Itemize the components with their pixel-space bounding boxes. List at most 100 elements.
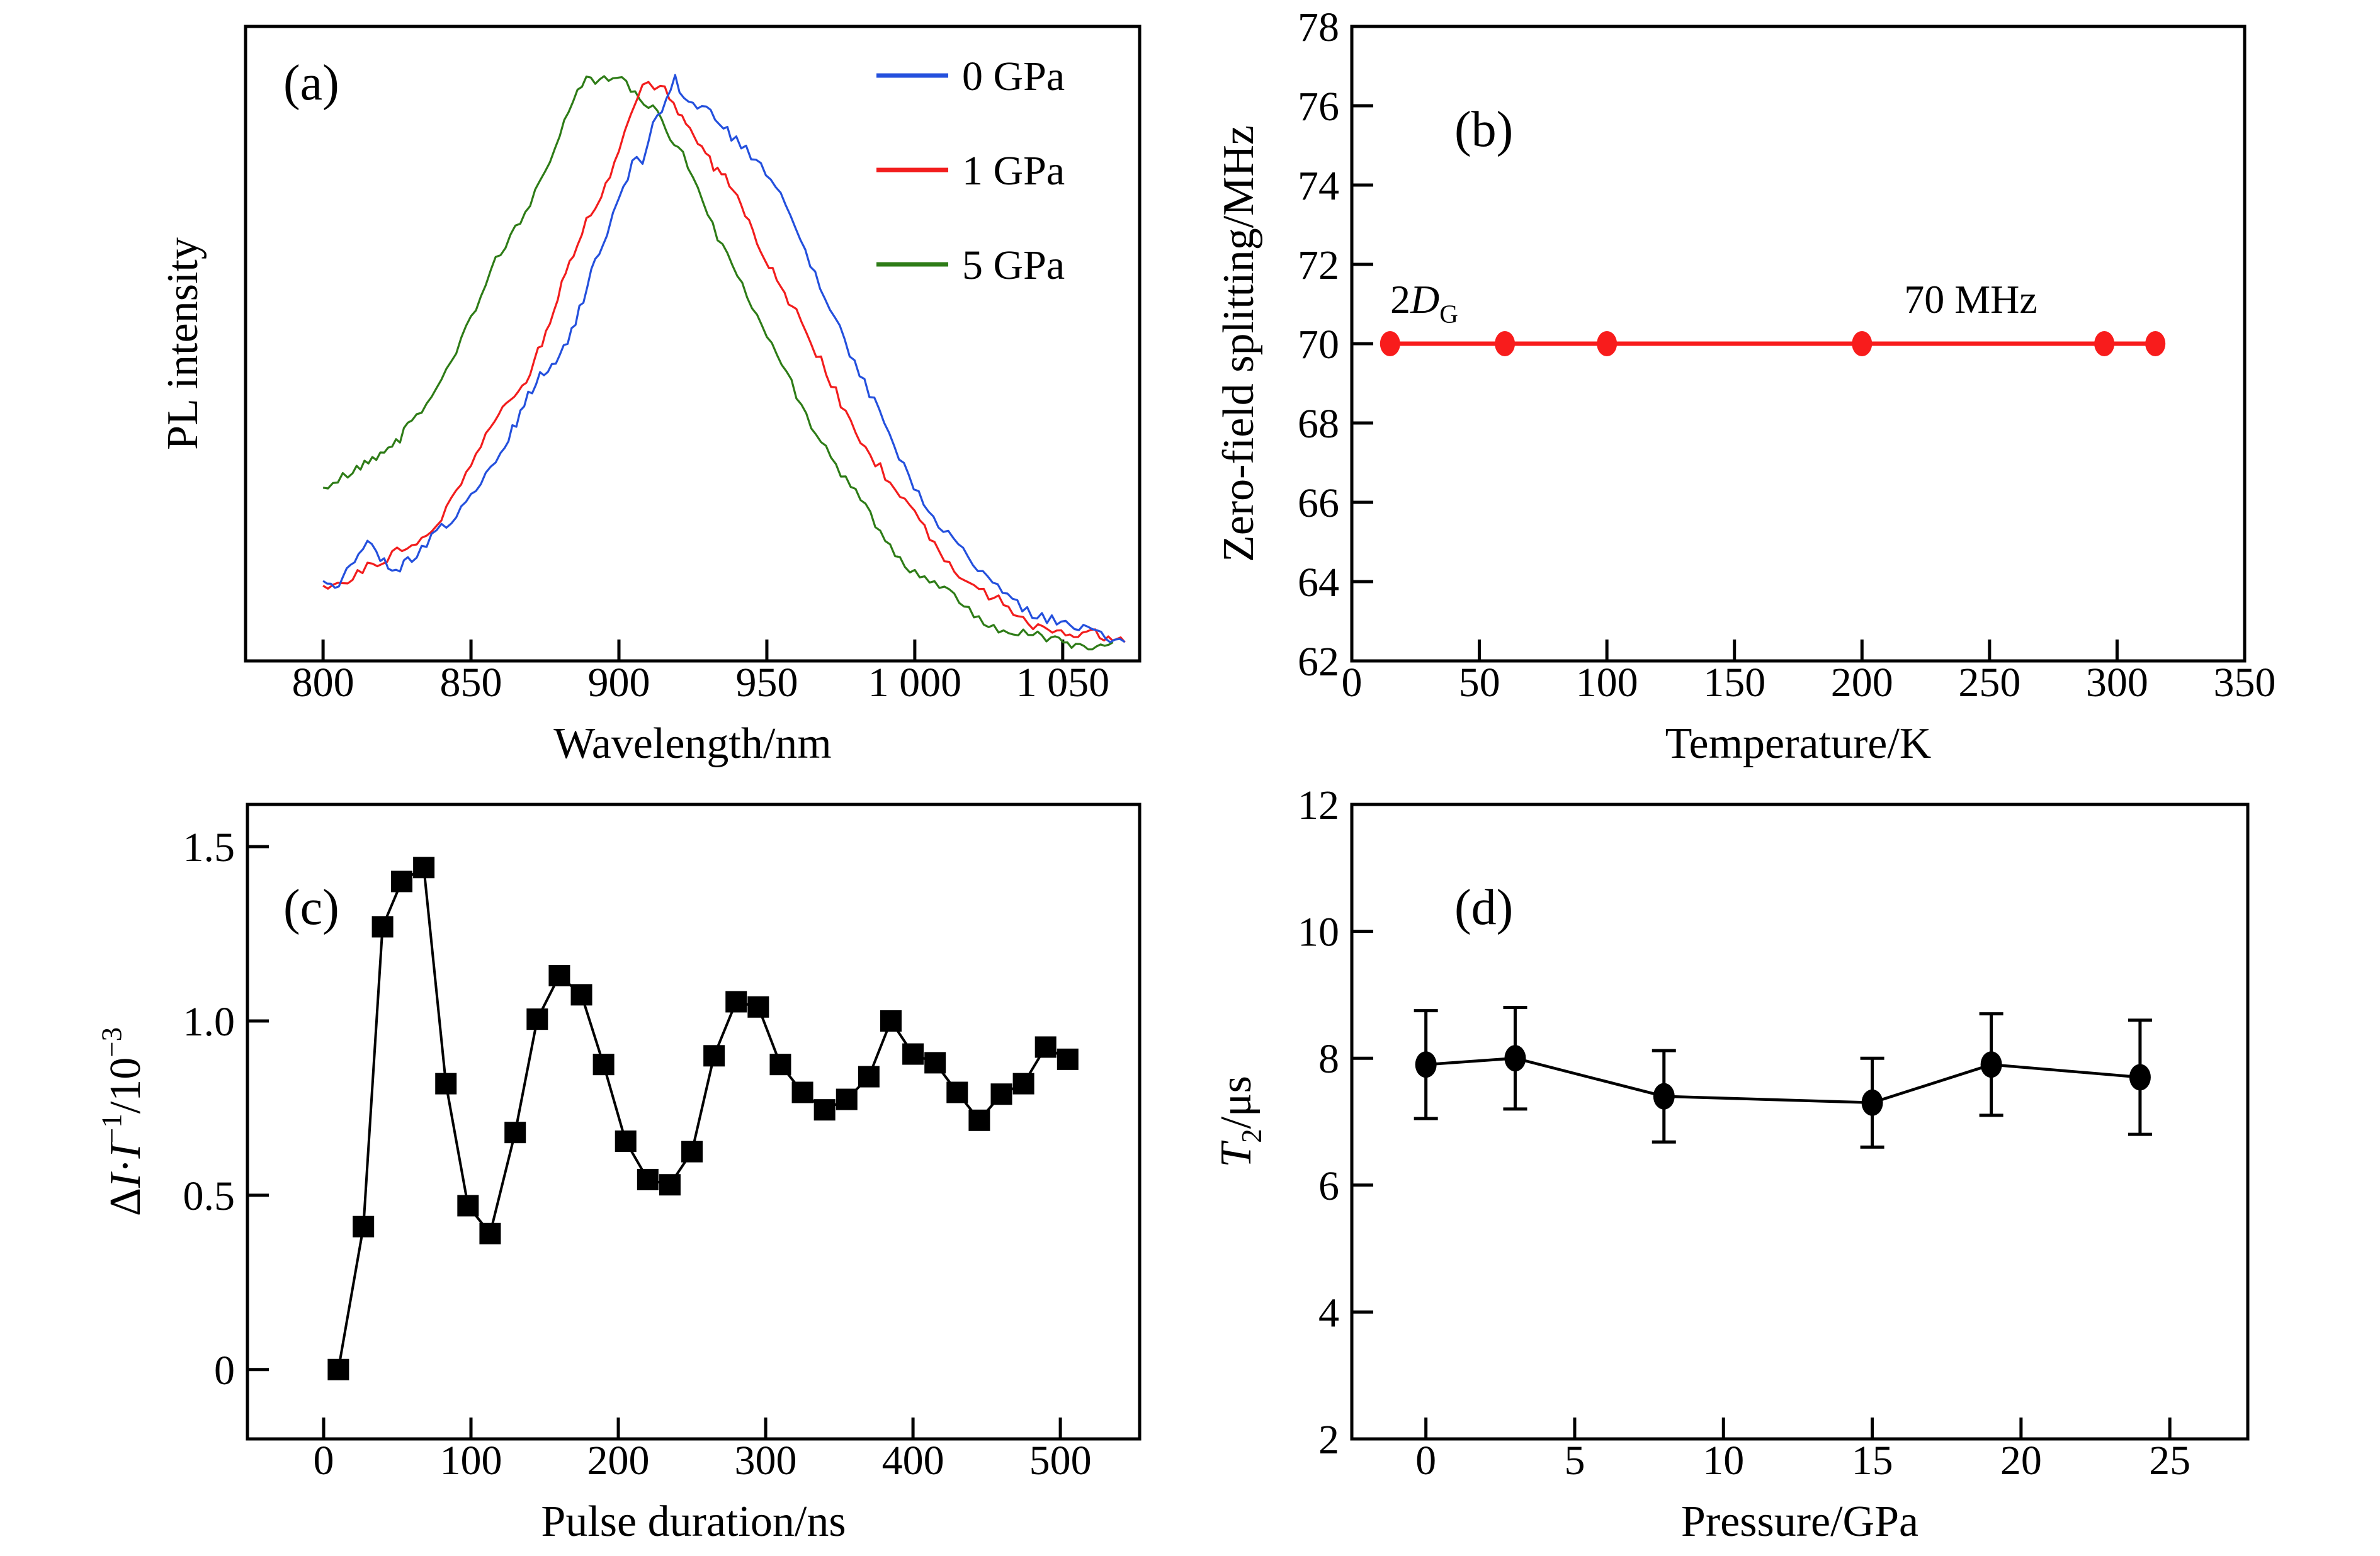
data-point: [990, 1083, 1012, 1105]
y-axis-title: T2/μs: [1212, 1076, 1267, 1168]
data-point: [2094, 331, 2115, 356]
x-tick-label: 25: [2149, 1438, 2190, 1484]
x-tick-label: 200: [1831, 660, 1893, 706]
y-tick-label: 62: [1298, 639, 1339, 685]
x-axis-title: Pressure/GPa: [1681, 1497, 1918, 1546]
data-point: [769, 1054, 791, 1076]
panel-d: 0 5 10 15 20 25 2 4 6 8 10 12 Pressure/GPa T2/μs (d): [1190, 778, 2380, 1556]
data-point: [1597, 331, 1618, 356]
x-tick-label: 100: [440, 1438, 502, 1484]
panel-a-plot: 800 850 900 950 1 000 1 050 Wavelength/nm PL in…: [159, 25, 1142, 768]
spectrum-1GPa: [322, 81, 1126, 643]
data-point: [924, 1052, 946, 1074]
x-tick-label: 250: [1958, 660, 2020, 706]
data-point: [1380, 331, 1400, 356]
y-tick-label: 10: [1298, 910, 1339, 956]
x-tick-label: 15: [1852, 1438, 1893, 1484]
y-axis-title: Zero-field splitting/MHz: [1215, 125, 1263, 562]
spectrum-0GPa: [322, 74, 1126, 643]
legend-label: 1 GPa: [962, 148, 1065, 194]
x-tick-label: 50: [1459, 660, 1500, 706]
x-tick-label: 0: [313, 1438, 334, 1484]
x-tick-label: 300: [2086, 660, 2148, 706]
data-point: [681, 1141, 703, 1163]
x-tick-label: 500: [1029, 1438, 1092, 1484]
data-point: [791, 1081, 813, 1103]
data-point: [1504, 1045, 1526, 1072]
y-tick-label: 64: [1298, 560, 1339, 606]
t2-line: [1425, 1056, 2141, 1105]
data-point: [548, 964, 570, 986]
panel-a: 800 850 900 950 1 000 1 050 Wavelength/nm PL in…: [0, 0, 1190, 778]
data-point: [479, 1222, 501, 1244]
panel-b: 0 50 100 150 200 250 300 350 62 64 66 68 70 72 74 76 78 T…: [1190, 0, 2380, 778]
y-tick-label: 2: [1318, 1417, 1339, 1463]
data-point: [2145, 331, 2166, 356]
data-point: [1415, 1051, 1437, 1078]
data-point: [836, 1088, 858, 1110]
x-axis-title: Temperature/K: [1665, 719, 1932, 768]
x-tick-label: 950: [735, 660, 798, 706]
plot-frame: [244, 25, 1142, 663]
y-tick-label: 72: [1298, 242, 1339, 288]
data-point: [570, 984, 592, 1006]
plot-frame: [246, 803, 1142, 1441]
data-point: [526, 1008, 548, 1030]
data-point: [902, 1043, 924, 1065]
y-tick-label: 12: [1298, 782, 1339, 828]
y-tick-label: 66: [1298, 480, 1339, 526]
x-axis-title: Pulse duration/ns: [541, 1497, 846, 1546]
data-point: [435, 1073, 457, 1095]
y-tick-label: 6: [1318, 1163, 1339, 1209]
data-point: [327, 1358, 349, 1380]
y-axis-title: PL intensity: [159, 237, 207, 450]
x-tick-label: 350: [2214, 660, 2276, 706]
x-tick-label: 1 050: [1016, 660, 1110, 706]
y-tick-label: 0: [214, 1348, 235, 1394]
data-point: [1495, 331, 1516, 356]
x-tick-label: 400: [882, 1438, 944, 1484]
annotation-0: 2DG: [1390, 277, 1458, 328]
y-tick-label: 68: [1298, 401, 1339, 447]
x-tick-label: 200: [587, 1438, 650, 1484]
panel-d-plot: 0 5 10 15 20 25 2 4 6 8 10 12 Pressure/GPa T2/μs (d): [1212, 782, 2250, 1546]
data-point: [880, 1010, 902, 1032]
data-point: [1861, 1089, 1883, 1116]
legend-label: 5 GPa: [962, 242, 1065, 288]
x-tick-label: 800: [292, 660, 354, 706]
data-point: [1012, 1073, 1034, 1095]
data-point: [946, 1081, 968, 1103]
panel-letter: (a): [283, 55, 339, 111]
legend-label: 0 GPa: [962, 54, 1065, 99]
data-point: [391, 871, 413, 893]
panel-letter: (d): [1454, 880, 1513, 935]
data-point: [637, 1168, 659, 1190]
x-tick-label: 0: [1342, 660, 1363, 706]
panel-b-plot: 0 50 100 150 200 250 300 350 62 64 66 68 70 72 74 76 78 T…: [1215, 4, 2276, 768]
y-axis-title: ΔI·I−1/10−3: [96, 1027, 150, 1216]
data-point: [457, 1195, 479, 1217]
data-point: [858, 1066, 880, 1088]
y-tick-label: 78: [1298, 4, 1339, 50]
x-tick-label: 900: [587, 660, 650, 706]
data-point: [725, 991, 747, 1013]
y-tick-label: 74: [1298, 163, 1339, 209]
x-tick-label: 150: [1703, 660, 1765, 706]
plot-frame: [1350, 803, 2250, 1441]
panel-c: 0 100 200 300 400 500 0 0.5 1.0 1.5 Pulse duration…: [0, 778, 1190, 1556]
data-point: [1653, 1083, 1675, 1110]
data-point: [1057, 1048, 1079, 1070]
y-tick-label: 1.5: [183, 825, 235, 871]
data-point: [2129, 1064, 2151, 1091]
panel-letter: (c): [283, 880, 339, 935]
data-point: [413, 857, 435, 879]
y-tick-label: 76: [1298, 84, 1339, 130]
data-point: [1034, 1036, 1057, 1058]
data-point: [659, 1174, 681, 1196]
x-tick-label: 850: [440, 660, 502, 706]
x-tick-label: 1 000: [868, 660, 962, 706]
data-point: [371, 916, 394, 938]
data-point: [747, 996, 769, 1018]
y-tick-label: 8: [1318, 1036, 1339, 1082]
